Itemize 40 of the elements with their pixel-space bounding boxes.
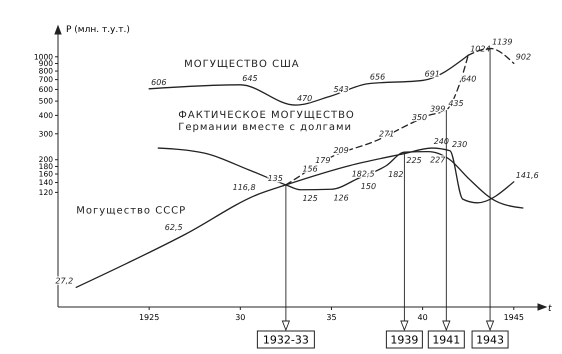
data-label: 141,6 (516, 170, 539, 180)
x-tick-label: 1945 (504, 313, 524, 322)
x-tick-label: 35 (326, 313, 337, 322)
series-label: МОГУЩЕСТВО США (184, 58, 300, 70)
data-label: 209 (333, 146, 349, 155)
data-label: 640 (461, 74, 476, 84)
annotation: 1941 (432, 334, 460, 346)
y-axis-title: P (млн. т.у.т.) (66, 25, 130, 35)
data-label: 62,5 (164, 223, 183, 232)
data-label: 179 (315, 156, 331, 165)
data-label: 435 (448, 99, 464, 108)
data-label: 182 (388, 170, 404, 179)
data-label: 691 (424, 69, 440, 78)
data-label: 156 (302, 164, 318, 174)
data-label: 225 (406, 156, 422, 166)
x-tick-label: 1925 (138, 313, 160, 322)
data-label: 656 (370, 72, 386, 82)
data-label: 350 (412, 112, 428, 122)
data-label: 902 (516, 52, 532, 62)
annotation: 1939 (390, 334, 418, 346)
annotation: 1932-33 (262, 334, 309, 346)
data-label: 543 (333, 84, 349, 94)
x-tick-label: 30 (235, 313, 246, 322)
data-label: 399 (430, 104, 446, 114)
data-label: 227 (430, 156, 446, 165)
data-label: 150 (360, 182, 376, 192)
data-label: 125 (302, 194, 318, 203)
x-axis-title: t (548, 304, 552, 314)
series-label: ФАКТИЧЕСКОЕ МОГУЩЕСТВО Германии вместе с долгами (178, 110, 355, 134)
data-label: 470 (297, 94, 312, 104)
data-label: 271 (379, 129, 394, 138)
data-label: 606 (151, 78, 166, 87)
data-label: 230 (452, 140, 468, 149)
data-label: 126 (333, 193, 349, 202)
data-label: 116,8 (232, 183, 256, 192)
series-label: Могущество СССР (76, 205, 186, 216)
annotation: 1943 (476, 334, 504, 346)
data-label: 1139 (492, 37, 512, 46)
data-label: 645 (242, 74, 258, 83)
x-tick-label: 40 (418, 313, 428, 322)
